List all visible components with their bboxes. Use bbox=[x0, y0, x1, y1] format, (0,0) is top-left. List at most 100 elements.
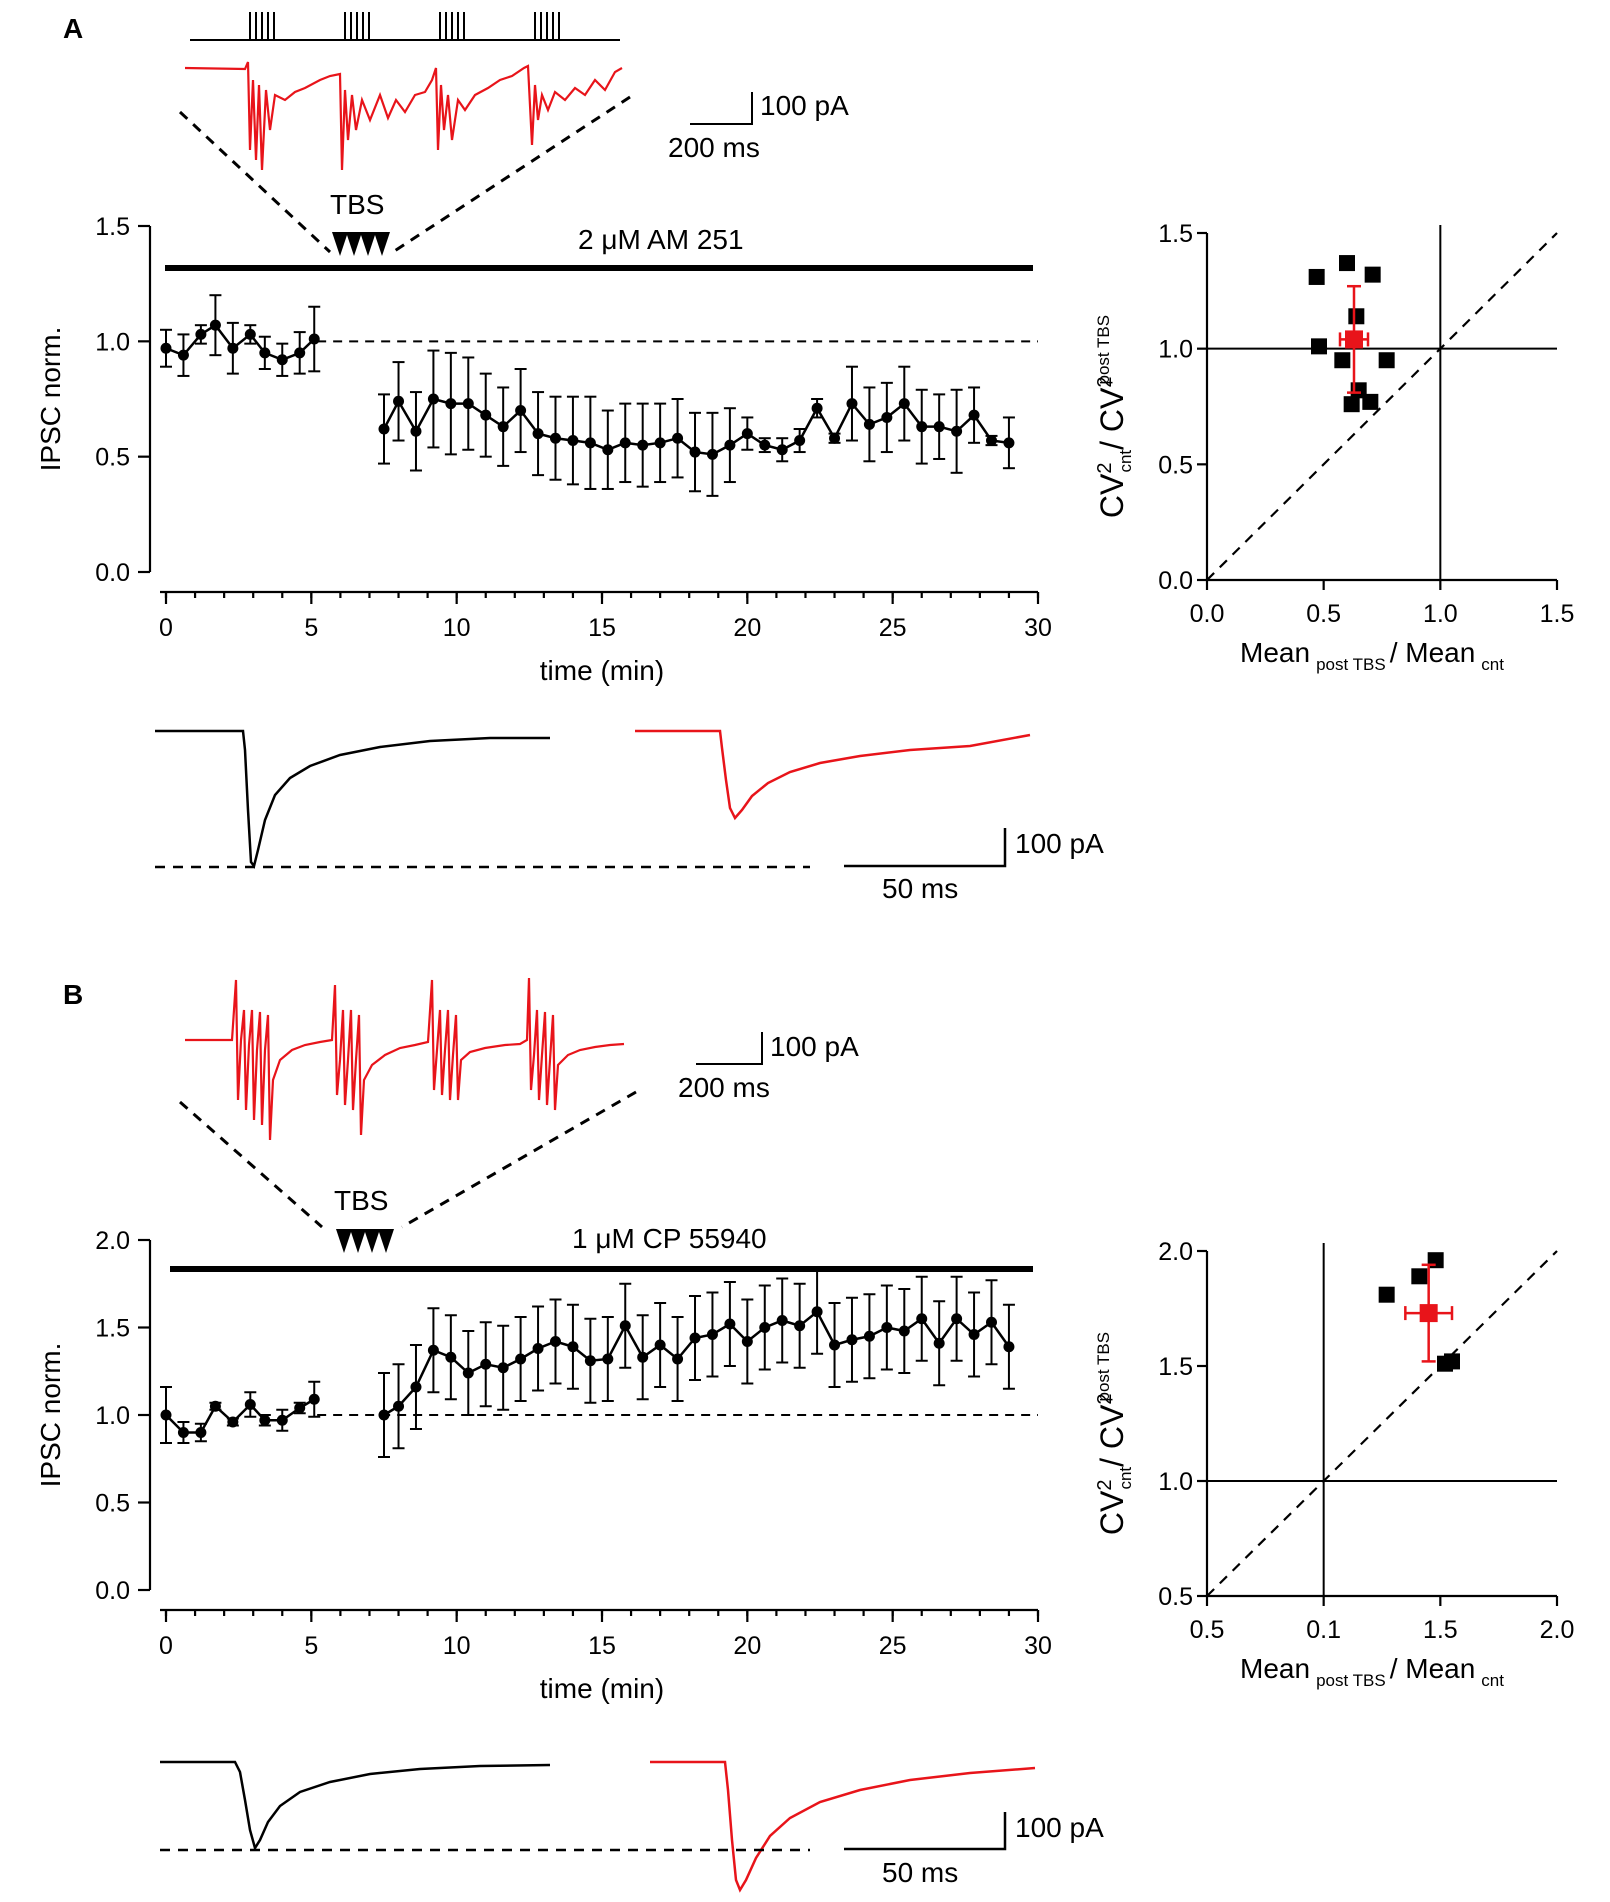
cell-point bbox=[1334, 352, 1351, 369]
data-point bbox=[480, 409, 492, 421]
tbs-arrow-marker bbox=[378, 1229, 394, 1253]
data-point bbox=[811, 402, 823, 414]
y-tick-label: 0.5 bbox=[95, 1490, 130, 1518]
data-point bbox=[410, 425, 422, 437]
b-avg-scale-time: 50 ms bbox=[882, 1857, 958, 1888]
data-point bbox=[294, 347, 306, 359]
data-point bbox=[951, 425, 963, 437]
data-point bbox=[427, 393, 439, 405]
data-point bbox=[881, 411, 893, 423]
y-axis-label-part: cnt bbox=[1116, 1467, 1135, 1490]
x-tick-label: 30 bbox=[1024, 614, 1052, 642]
x-tick-label: 1.5 bbox=[1540, 600, 1575, 628]
data-point bbox=[968, 409, 980, 421]
b-inset-scale-current: 100 pA bbox=[770, 1031, 859, 1062]
a-tbs-arrows bbox=[332, 232, 390, 256]
x-tick-label: 0 bbox=[159, 614, 173, 642]
mean-point bbox=[1419, 1304, 1438, 1323]
cell-point bbox=[1378, 1286, 1395, 1303]
x-tick-label: 0.0 bbox=[1190, 600, 1225, 628]
x-axis-label-part: post TBS bbox=[1316, 1671, 1386, 1690]
y-axis-label-part: cnt bbox=[1116, 450, 1135, 473]
data-point bbox=[759, 439, 771, 451]
y-tick-label: 2.0 bbox=[1158, 1238, 1193, 1266]
b-timecourse-chart: 0.0 0.5 1.0 1.5 2.0 0 5 10 15 20 25 30 time (min) IPS… bbox=[35, 1227, 1052, 1704]
y-tick-label: 1.5 bbox=[1158, 220, 1193, 248]
y-tick-label: 1.5 bbox=[1158, 1353, 1193, 1381]
data-point bbox=[209, 319, 221, 331]
data-point bbox=[244, 328, 256, 340]
data-point bbox=[654, 437, 666, 449]
a-stim-bar bbox=[190, 12, 620, 41]
data-point bbox=[160, 342, 172, 354]
cell-point bbox=[1339, 255, 1355, 272]
b-zoom-line-right bbox=[401, 1090, 637, 1229]
b-averaged-traces: 100 pA 50 ms bbox=[160, 1760, 1104, 1893]
cell-point bbox=[1343, 396, 1360, 413]
y-axis-label-part: post TBS bbox=[1094, 315, 1113, 385]
y-axis-label: CV2cnt/ CV2post TBS bbox=[1094, 315, 1135, 518]
b-avg-scale-current: 100 pA bbox=[1015, 1812, 1104, 1843]
x-tick-label: 5 bbox=[304, 1632, 318, 1660]
data-point bbox=[378, 423, 390, 435]
x-tick-label: 15 bbox=[588, 614, 616, 642]
cell-point bbox=[1444, 1353, 1460, 1370]
unity-diagonal bbox=[1206, 1250, 1558, 1597]
data-point bbox=[209, 1400, 221, 1412]
panel-letter-b: B bbox=[63, 979, 83, 1010]
data-point bbox=[393, 395, 405, 407]
cell-point bbox=[1308, 268, 1325, 285]
tbs-arrow-marker bbox=[332, 232, 348, 256]
data-point bbox=[259, 1414, 271, 1426]
cell-point bbox=[1348, 308, 1365, 325]
data-point bbox=[672, 432, 684, 444]
x-tick-label: 0 bbox=[159, 1632, 173, 1660]
data-point bbox=[689, 446, 701, 458]
b-post-avg-trace bbox=[650, 1760, 1036, 1893]
y-axis-label-part: post TBS bbox=[1094, 1332, 1113, 1402]
y-tick-label: 1.5 bbox=[95, 213, 130, 241]
x-axis-label-part: cnt bbox=[1481, 1671, 1504, 1690]
data-point bbox=[637, 439, 649, 451]
a-timecourse-chart: 0.0 0.5 1.0 1.5 0 5 10 15 20 25 30 time (min) IPSC n… bbox=[35, 213, 1052, 686]
cell-point bbox=[1362, 393, 1379, 410]
data-point bbox=[276, 354, 288, 366]
data-point bbox=[532, 428, 544, 440]
y-axis-label-part: CV bbox=[1094, 473, 1130, 518]
a-tbs-raw-trace bbox=[184, 61, 623, 171]
a-inset-scale-time: 200 ms bbox=[668, 132, 760, 163]
data-point bbox=[515, 405, 527, 417]
y-tick-label: 0.0 bbox=[95, 559, 130, 587]
y-tick-label: 0.5 bbox=[1158, 1583, 1193, 1611]
tbs-arrow-marker bbox=[350, 1229, 366, 1253]
y-tick-label: 1.0 bbox=[95, 328, 130, 356]
data-point bbox=[898, 398, 910, 410]
y-axis-label-part: 2 bbox=[1094, 463, 1116, 474]
data-point bbox=[916, 421, 928, 433]
cell-point bbox=[1411, 1268, 1428, 1285]
a-averaged-traces: 100 pA 50 ms bbox=[155, 729, 1104, 904]
cell-point bbox=[1364, 266, 1381, 283]
data-point bbox=[741, 428, 753, 440]
series-line bbox=[382, 397, 1010, 456]
a-tbs-label: TBS bbox=[330, 189, 384, 220]
x-axis-label-part: post TBS bbox=[1316, 655, 1386, 674]
y-axis-label-part: CV bbox=[1094, 1490, 1130, 1535]
tbs-arrow-marker bbox=[360, 232, 376, 256]
data-point bbox=[549, 432, 561, 444]
y-tick-label: 0.0 bbox=[1158, 567, 1193, 595]
a-avg-scale-time: 50 ms bbox=[882, 873, 958, 904]
y-tick-label: 1.0 bbox=[1158, 336, 1193, 364]
y-tick-label: 0.5 bbox=[95, 444, 130, 472]
x-tick-label: 25 bbox=[879, 614, 907, 642]
data-point bbox=[1003, 437, 1015, 449]
b-inset-scalebar: 100 pA 200 ms bbox=[678, 1031, 859, 1103]
x-tick-label: 1.5 bbox=[1423, 1616, 1458, 1644]
data-point bbox=[863, 418, 875, 430]
y-tick-label: 2.0 bbox=[95, 1227, 130, 1255]
b-control-avg-trace bbox=[160, 1760, 551, 1852]
series-line bbox=[383, 1309, 1010, 1417]
x-tick-label: 2.0 bbox=[1540, 1616, 1575, 1644]
x-tick-label: 0.5 bbox=[1306, 600, 1341, 628]
mean-point bbox=[1345, 330, 1363, 349]
